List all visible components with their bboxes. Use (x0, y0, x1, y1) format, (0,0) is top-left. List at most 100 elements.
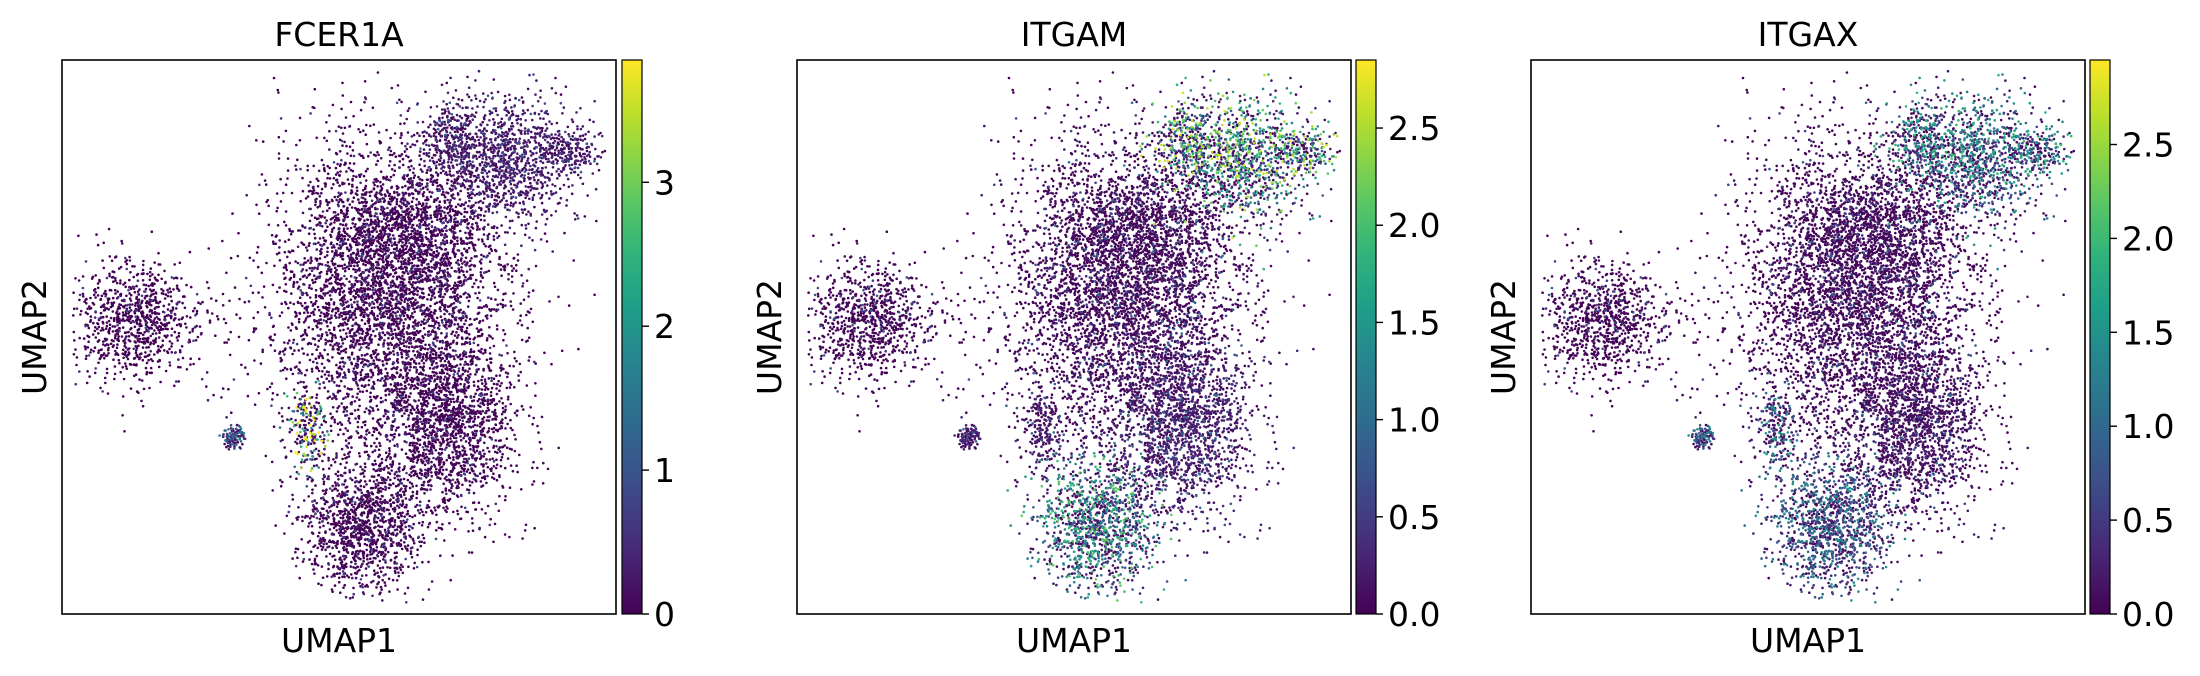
scatter-point (108, 275, 111, 278)
scatter-point (144, 297, 147, 300)
scatter-point (98, 279, 101, 282)
scatter-point (162, 339, 165, 342)
scatter-point (277, 91, 280, 94)
scatter-point (105, 315, 108, 318)
scatter-point (121, 299, 124, 302)
scatter-point (391, 525, 394, 528)
scatter-point (377, 343, 380, 346)
scatter-point (479, 425, 482, 428)
scatter-point (116, 343, 119, 346)
scatter-point (458, 462, 461, 465)
scatter-point (90, 349, 93, 352)
scatter-point (431, 580, 434, 583)
scatter-point (135, 363, 138, 366)
scatter-point (138, 309, 141, 312)
scatter-point (368, 409, 371, 412)
scatter-point (333, 221, 336, 224)
scatter-point (376, 496, 379, 499)
scatter-point (288, 407, 291, 410)
scatter-point (383, 555, 386, 558)
scatter-point (146, 339, 149, 342)
scatter-point (341, 297, 344, 300)
scatter-point (88, 336, 91, 339)
scatter-point (443, 539, 446, 542)
scatter-point (514, 438, 517, 441)
scatter-point (299, 296, 302, 299)
scatter-point (461, 416, 464, 419)
scatter-point (337, 475, 340, 478)
scatter-point (345, 486, 348, 489)
scatter-point (113, 271, 116, 274)
scatter-point (114, 333, 117, 336)
scatter-point (322, 468, 325, 471)
scatter-point (320, 423, 323, 426)
scatter-point (343, 453, 346, 456)
scatter-point (407, 226, 410, 229)
scatter-point (342, 411, 345, 414)
scatter-point (445, 487, 448, 490)
scatter-point (92, 322, 95, 325)
scatter-point (178, 318, 181, 321)
scatter-point (276, 394, 279, 397)
scatter-point (481, 382, 484, 385)
scatter-point (282, 369, 285, 372)
scatter-point (173, 263, 176, 266)
scatter-point (361, 319, 364, 322)
scatter-point (486, 419, 489, 422)
scatter-point (149, 295, 152, 298)
scatter-point (288, 339, 291, 342)
scatter-point (441, 473, 444, 476)
scatter-point (342, 522, 345, 525)
scatter-point (102, 340, 105, 343)
scatter-point (369, 497, 372, 500)
scatter-point (471, 362, 474, 365)
scatter-point (159, 381, 162, 384)
scatter-point (157, 263, 160, 266)
scatter-point (305, 269, 308, 272)
scatter-point (336, 572, 339, 575)
scatter-point (339, 463, 342, 466)
scatter-point (265, 183, 268, 186)
scatter-point (326, 334, 329, 337)
scatter-point (493, 282, 496, 285)
scatter-point (423, 457, 426, 460)
scatter-point (291, 353, 294, 356)
scatter-point (119, 293, 122, 296)
scatter-point (307, 495, 310, 498)
scatter-point (522, 408, 525, 411)
scatter-point (90, 315, 93, 318)
scatter-point (100, 312, 103, 315)
scatter-point (230, 257, 233, 260)
scatter-point (403, 465, 406, 468)
scatter-point (436, 365, 439, 368)
scatter-point (347, 395, 350, 398)
scatter-point (73, 353, 76, 356)
scatter-point (296, 557, 299, 560)
scatter-point (450, 333, 453, 336)
scatter-point (148, 387, 151, 390)
scatter-point (138, 378, 141, 381)
scatter-point (314, 458, 317, 461)
scatter-point (501, 413, 504, 416)
scatter-point (469, 318, 472, 321)
scatter-point (422, 288, 425, 291)
scatter-point (341, 144, 344, 147)
scatter-point (344, 127, 347, 130)
scatter-point (89, 320, 92, 323)
scatter-point (378, 442, 381, 445)
scatter-point (88, 375, 91, 378)
scatter-point (408, 529, 411, 532)
scatter-point (418, 399, 421, 402)
scatter-point (401, 415, 404, 418)
scatter-point (149, 279, 152, 282)
scatter-point (494, 298, 497, 301)
scatter-point (149, 271, 152, 274)
scatter-point (122, 357, 125, 360)
scatter-point (139, 319, 142, 322)
scatter-point (399, 530, 402, 533)
scatter-point (256, 251, 259, 254)
scatter-point (103, 267, 106, 270)
scatter-point (151, 360, 154, 363)
scatter-point (449, 498, 452, 501)
